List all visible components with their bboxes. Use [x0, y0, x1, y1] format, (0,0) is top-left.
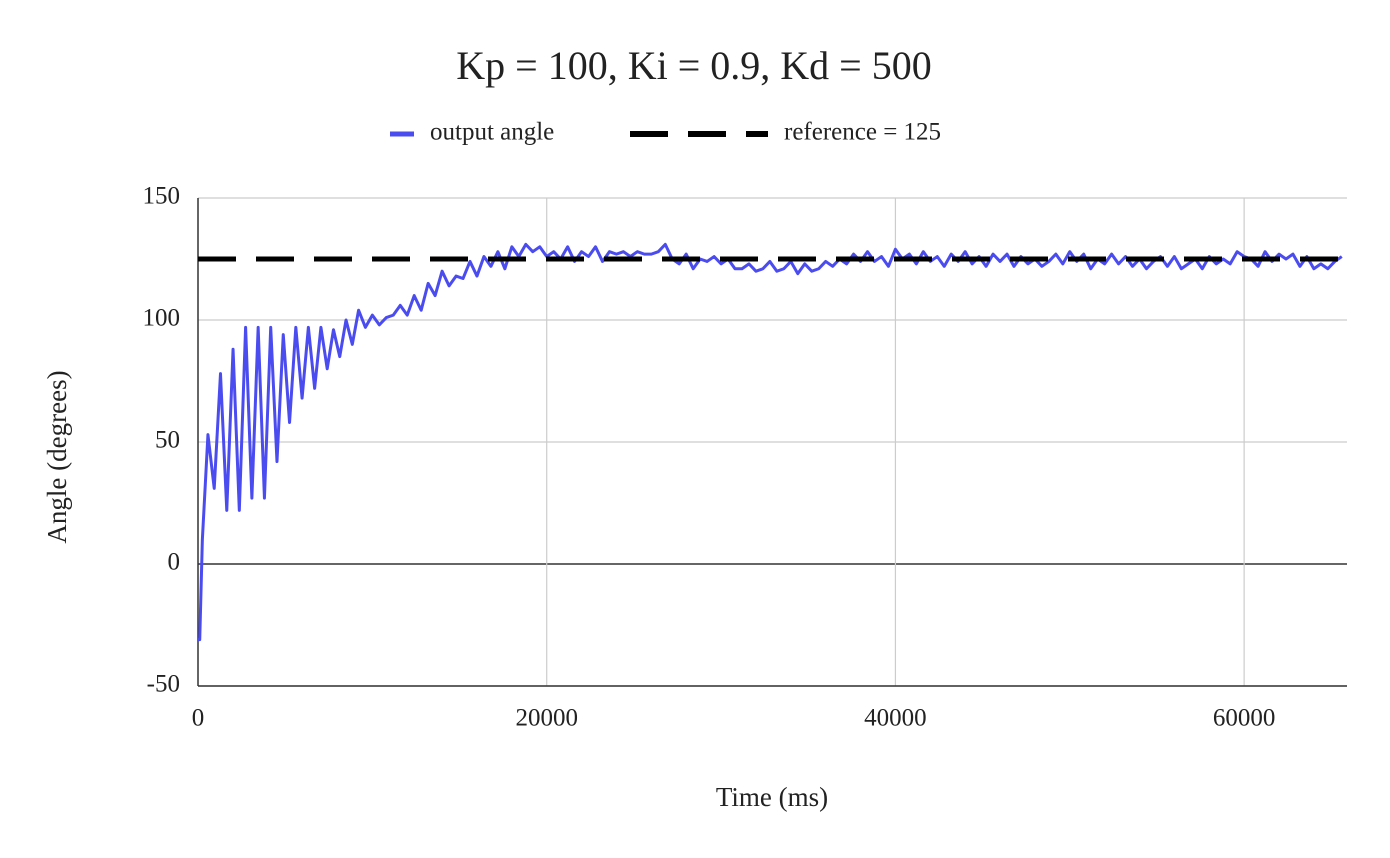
y-tick-label: -50 — [147, 671, 180, 698]
y-tick-label: 50 — [155, 427, 180, 454]
legend-label: reference = 125 — [784, 119, 941, 146]
plot-area — [198, 242, 1347, 642]
y-tick-label: 100 — [143, 305, 181, 332]
x-tick-label: 60000 — [1213, 705, 1276, 732]
legend-label: output angle — [430, 119, 554, 146]
legend: output angle reference = 125 — [390, 119, 941, 146]
y-axis-label: Angle (degrees) — [42, 370, 72, 543]
series-line — [198, 242, 1343, 642]
x-tick-label: 20000 — [515, 705, 578, 732]
grid: -50 0 50 100 150 0 20000 40000 60000 — [143, 183, 1347, 732]
x-tick-label: 40000 — [864, 705, 927, 732]
y-tick-label: 150 — [143, 183, 181, 210]
chart-title: Kp = 100, Ki = 0.9, Kd = 500 — [456, 43, 931, 88]
x-tick-label: 0 — [192, 705, 205, 732]
x-axis-label: Time (ms) — [716, 782, 828, 812]
y-tick-label: 0 — [168, 549, 181, 576]
